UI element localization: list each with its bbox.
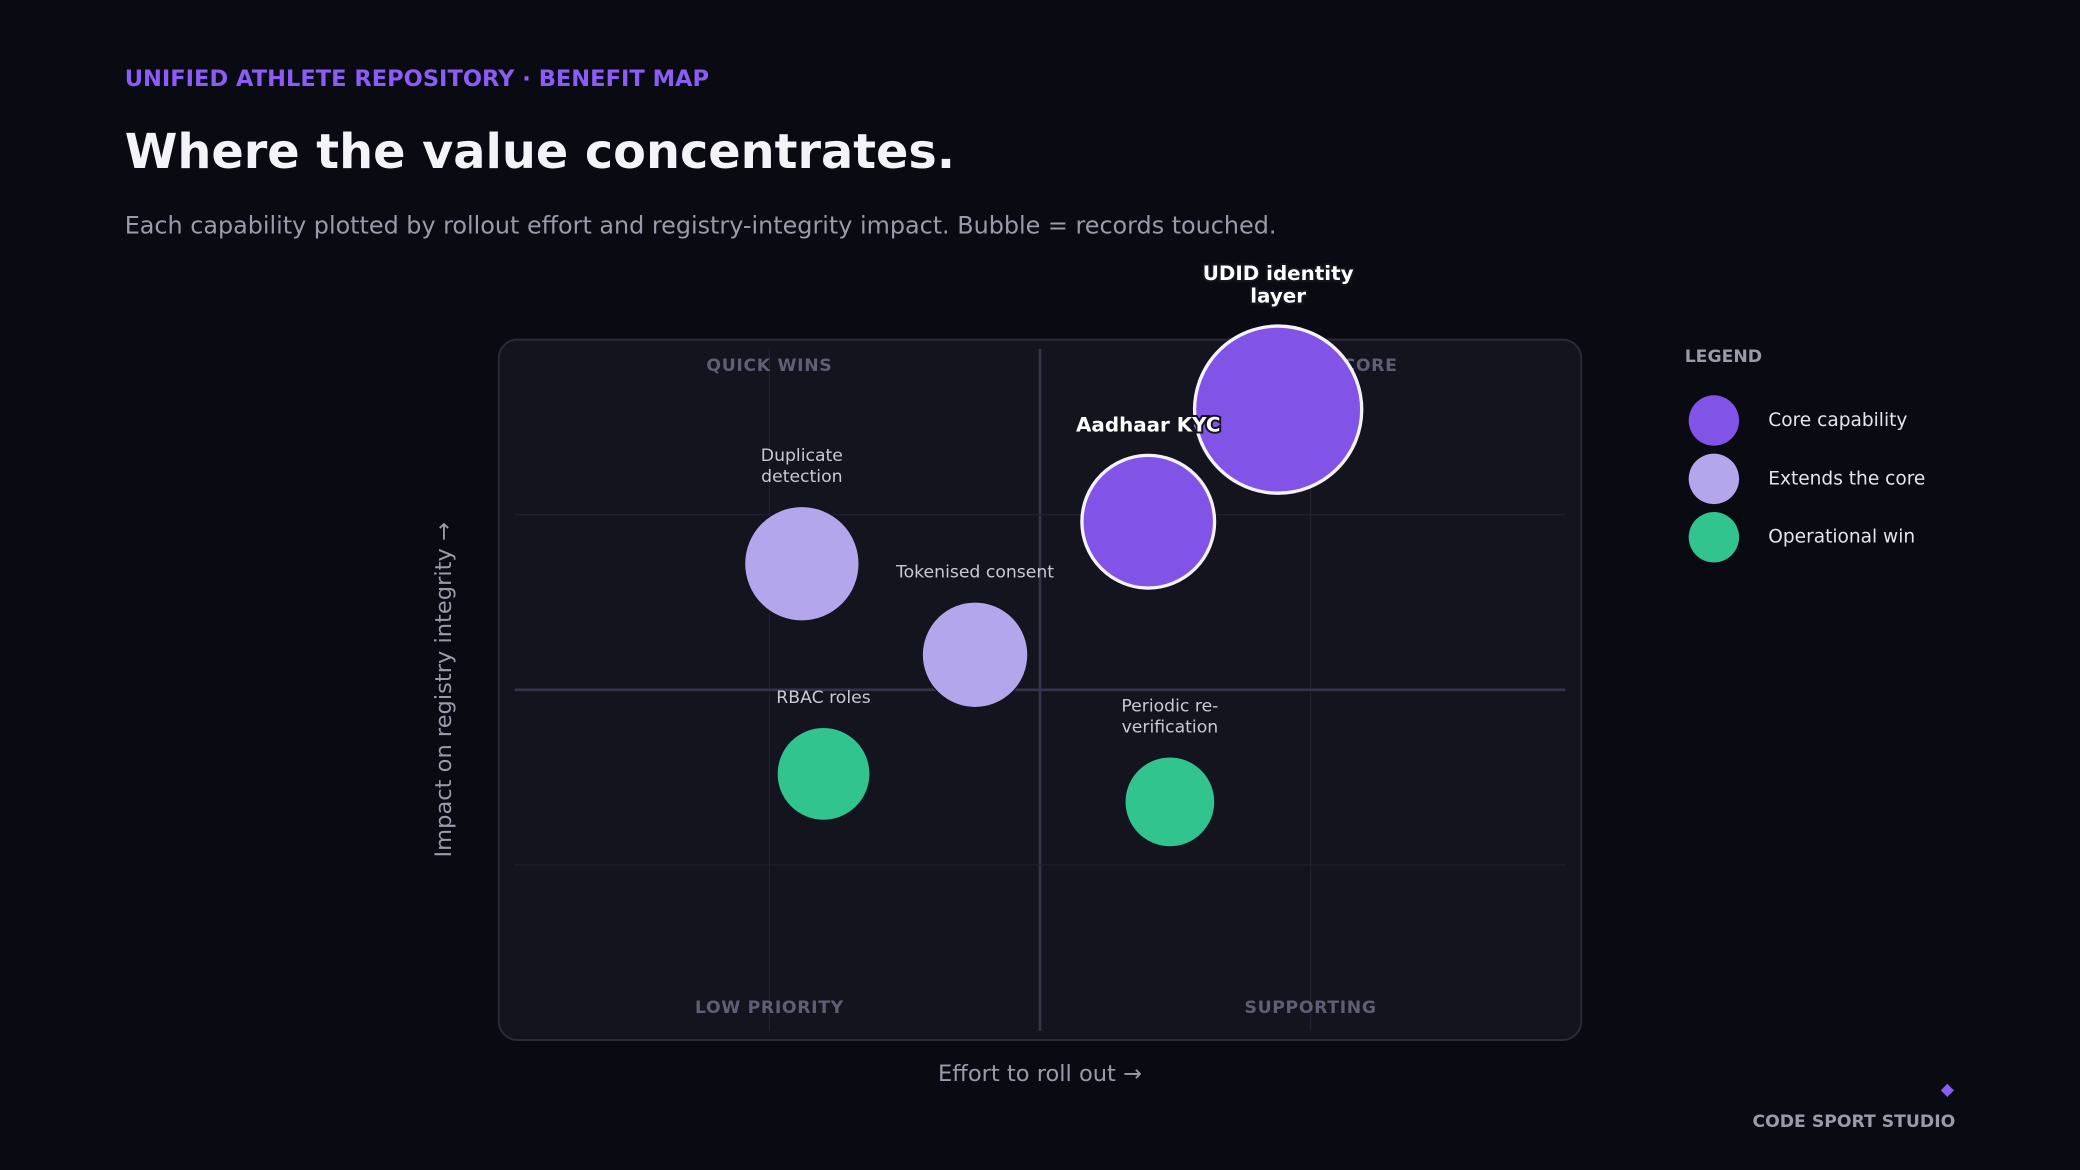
legend-label: Extends the core [1768,468,1925,489]
legend-swatch [1688,395,1740,446]
bubble [743,505,860,622]
bubble [1080,453,1217,590]
legend-title: LEGEND [1685,347,1762,367]
title: Where the value concentrates. [125,125,955,180]
bubble-label: UDID identity [1203,262,1354,285]
quadrant-label: SUPPORTING [1245,998,1377,1018]
kicker: UNIFIED ATHLETE REPOSITORY · BENEFIT MAP [125,66,709,92]
bubble-label: Aadhaar KYC [1076,414,1220,437]
bubble-label: detection [761,467,842,487]
bubble-label: verification [1122,718,1219,738]
bubble [921,601,1029,709]
y-axis-label: Impact on registry integrity → [431,522,457,857]
quadrant-label: LOW PRIORITY [695,998,844,1018]
bubble-label: Duplicate [761,446,843,466]
legend-swatch [1688,453,1740,505]
subtitle: Each capability plotted by rollout effor… [125,211,1277,239]
bubble [1124,756,1216,848]
legend-label: Core capability [1768,410,1907,431]
bubble-label: RBAC roles [776,688,870,708]
legend-swatch [1688,512,1740,563]
bubble-label: Periodic re- [1121,696,1218,716]
x-axis-label: Effort to roll out → [938,1061,1142,1087]
quadrant-label: QUICK WINS [706,356,832,376]
brand: CODE SPORT STUDIO [1752,1112,1955,1132]
legend-label: Operational win [1768,527,1915,548]
bubble-label: Tokenised consent [895,563,1054,583]
bubble [776,726,871,822]
bubble [1192,324,1364,495]
bubble-label: layer [1250,284,1306,307]
